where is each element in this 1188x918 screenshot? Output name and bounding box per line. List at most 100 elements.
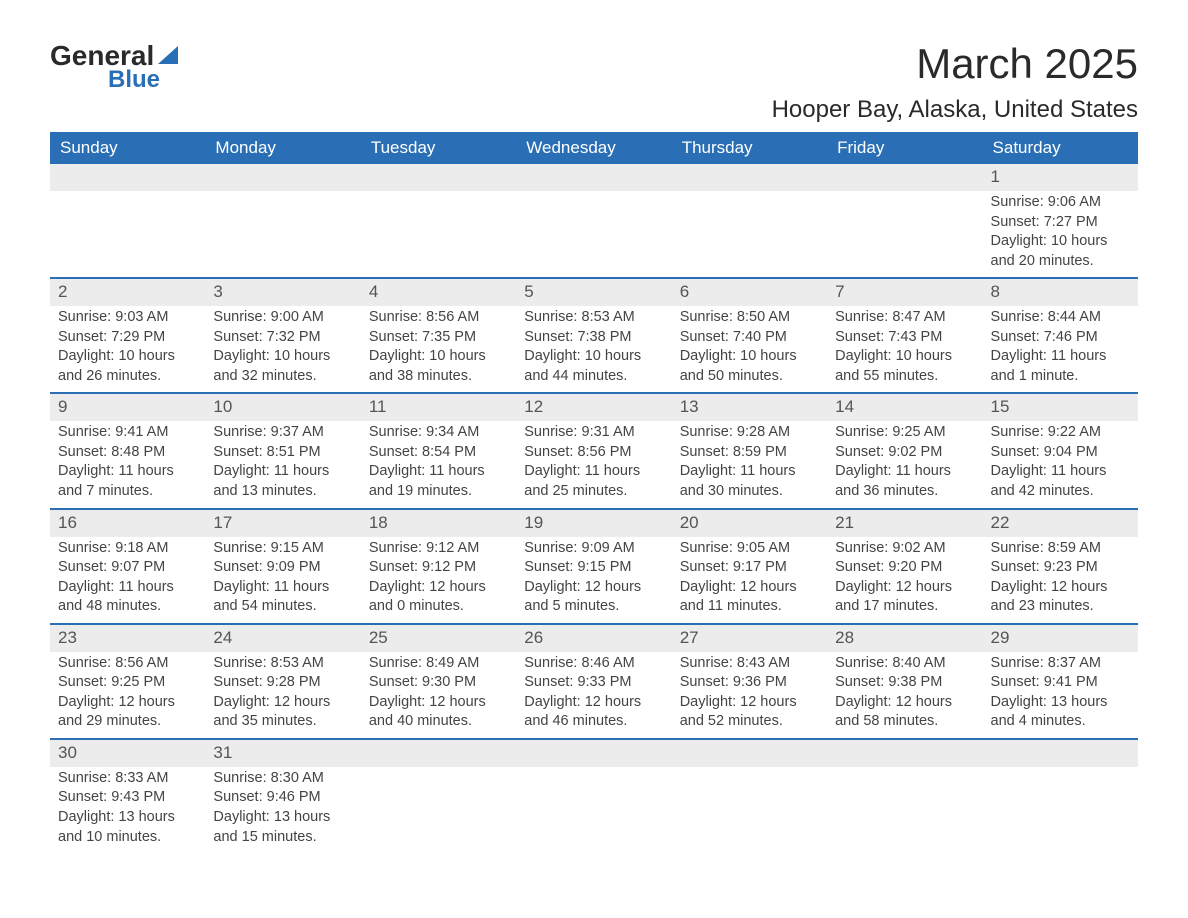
sunset-line: Sunset: 8:56 PM [524,443,663,463]
sunset-label: Sunset: [835,674,888,690]
calendar-cell: 3Sunrise: 9:00 AMSunset: 7:32 PMDaylight… [205,278,360,393]
sunset-label: Sunset: [991,444,1044,460]
sunrise-line: Sunrise: 9:12 AM [369,539,508,559]
day-data: Sunrise: 8:33 AMSunset: 9:43 PMDaylight:… [50,767,205,853]
day-number: 27 [672,625,827,652]
calendar-cell: 21Sunrise: 9:02 AMSunset: 9:20 PMDayligh… [827,509,982,624]
sunset-label: Sunset: [213,444,266,460]
calendar-cell: 6Sunrise: 8:50 AMSunset: 7:40 PMDaylight… [672,278,827,393]
sunset-label: Sunset: [835,329,888,345]
sunset-label: Sunset: [680,329,733,345]
sunset-value: 9:07 PM [111,559,165,575]
day-number: 2 [50,279,205,306]
day-number: 11 [361,394,516,421]
calendar-header-row: SundayMondayTuesdayWednesdayThursdayFrid… [50,132,1138,164]
day-number: 22 [983,510,1138,537]
sunrise-label: Sunrise: [213,770,270,786]
sunrise-line: Sunrise: 9:05 AM [680,539,819,559]
daylight-line: Daylight: 11 hours and 13 minutes. [213,462,352,501]
sunset-line: Sunset: 9:28 PM [213,673,352,693]
day-number: 29 [983,625,1138,652]
sunset-value: 7:40 PM [733,329,787,345]
sunset-label: Sunset: [524,444,577,460]
daylight-line: Daylight: 11 hours and 19 minutes. [369,462,508,501]
calendar-cell: 26Sunrise: 8:46 AMSunset: 9:33 PMDayligh… [516,624,671,739]
calendar-cell: 27Sunrise: 8:43 AMSunset: 9:36 PMDayligh… [672,624,827,739]
sunrise-value: 8:47 AM [892,309,945,325]
sunset-value: 7:32 PM [267,329,321,345]
day-number: 28 [827,625,982,652]
daylight-label: Daylight: [524,463,584,479]
sunset-label: Sunset: [369,329,422,345]
calendar-cell: 16Sunrise: 9:18 AMSunset: 9:07 PMDayligh… [50,509,205,624]
day-number: 3 [205,279,360,306]
daylight-label: Daylight: [680,463,740,479]
sunrise-label: Sunrise: [680,309,737,325]
calendar-cell: 20Sunrise: 9:05 AMSunset: 9:17 PMDayligh… [672,509,827,624]
sunset-value: 9:41 PM [1044,674,1098,690]
calendar-cell: 7Sunrise: 8:47 AMSunset: 7:43 PMDaylight… [827,278,982,393]
calendar-cell: 15Sunrise: 9:22 AMSunset: 9:04 PMDayligh… [983,393,1138,508]
day-number-empty [205,164,360,191]
sunrise-value: 8:49 AM [426,655,479,671]
daylight-line: Daylight: 12 hours and 29 minutes. [58,693,197,732]
daylight-label: Daylight: [213,579,273,595]
sunrise-line: Sunrise: 8:46 AM [524,654,663,674]
calendar-cell [672,164,827,278]
sunrise-value: 8:33 AM [115,770,168,786]
daylight-label: Daylight: [369,463,429,479]
calendar-cell [827,739,982,853]
daylight-label: Daylight: [58,694,118,710]
sunrise-label: Sunrise: [835,309,892,325]
sunset-label: Sunset: [680,444,733,460]
daylight-line: Daylight: 13 hours and 10 minutes. [58,808,197,847]
sunrise-label: Sunrise: [369,309,426,325]
day-data: Sunrise: 8:47 AMSunset: 7:43 PMDaylight:… [827,306,982,392]
title-block: March 2025 Hooper Bay, Alaska, United St… [772,40,1138,124]
day-data: Sunrise: 9:06 AMSunset: 7:27 PMDaylight:… [983,191,1138,277]
day-header: Friday [827,132,982,164]
sunrise-label: Sunrise: [991,194,1048,210]
day-data: Sunrise: 9:15 AMSunset: 9:09 PMDaylight:… [205,537,360,623]
sunrise-label: Sunrise: [524,655,581,671]
sunrise-line: Sunrise: 8:43 AM [680,654,819,674]
sunrise-value: 9:37 AM [271,424,324,440]
sunset-label: Sunset: [680,559,733,575]
sunset-value: 9:33 PM [577,674,631,690]
sunrise-label: Sunrise: [680,540,737,556]
day-number-empty [827,164,982,191]
sunset-line: Sunset: 9:09 PM [213,558,352,578]
sunset-value: 9:38 PM [888,674,942,690]
calendar-cell: 9Sunrise: 9:41 AMSunset: 8:48 PMDaylight… [50,393,205,508]
daylight-label: Daylight: [524,694,584,710]
sunset-line: Sunset: 7:40 PM [680,328,819,348]
daylight-line: Daylight: 11 hours and 54 minutes. [213,578,352,617]
sunset-line: Sunset: 9:33 PM [524,673,663,693]
daylight-label: Daylight: [991,348,1051,364]
daylight-line: Daylight: 11 hours and 42 minutes. [991,462,1130,501]
sunset-line: Sunset: 9:02 PM [835,443,974,463]
sunset-line: Sunset: 9:43 PM [58,788,197,808]
sunset-line: Sunset: 9:36 PM [680,673,819,693]
sunrise-line: Sunrise: 9:28 AM [680,423,819,443]
daylight-label: Daylight: [991,694,1051,710]
sunset-value: 8:59 PM [733,444,787,460]
sunset-line: Sunset: 8:59 PM [680,443,819,463]
calendar-cell: 12Sunrise: 9:31 AMSunset: 8:56 PMDayligh… [516,393,671,508]
daylight-label: Daylight: [524,579,584,595]
day-data: Sunrise: 8:59 AMSunset: 9:23 PMDaylight:… [983,537,1138,623]
daylight-line: Daylight: 12 hours and 40 minutes. [369,693,508,732]
logo-triangle-icon [158,46,178,64]
sunrise-label: Sunrise: [524,309,581,325]
sunrise-value: 9:22 AM [1048,424,1101,440]
sunrise-line: Sunrise: 8:40 AM [835,654,974,674]
header: General Blue March 2025 Hooper Bay, Alas… [50,40,1138,124]
sunset-value: 9:20 PM [888,559,942,575]
calendar-cell [827,164,982,278]
calendar-cell [516,739,671,853]
sunrise-line: Sunrise: 9:15 AM [213,539,352,559]
sunset-label: Sunset: [213,559,266,575]
sunrise-value: 9:18 AM [115,540,168,556]
daylight-label: Daylight: [835,463,895,479]
sunrise-value: 8:37 AM [1048,655,1101,671]
